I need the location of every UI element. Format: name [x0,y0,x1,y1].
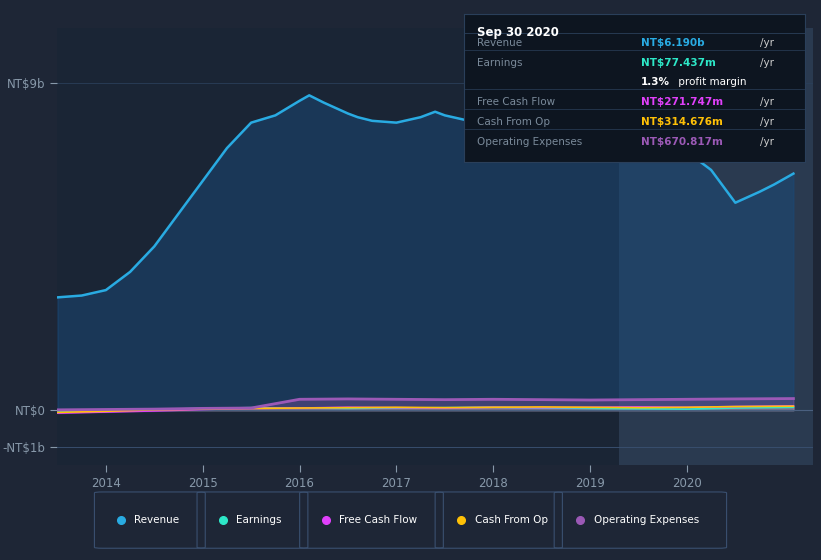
Text: /yr: /yr [760,38,774,48]
Text: NT$271.747m: NT$271.747m [641,97,723,107]
Text: NT$77.437m: NT$77.437m [641,58,716,68]
Text: NT$670.817m: NT$670.817m [641,137,723,147]
Text: profit margin: profit margin [675,77,746,87]
Text: NT$314.676m: NT$314.676m [641,117,723,127]
Text: /yr: /yr [760,58,774,68]
Text: Free Cash Flow: Free Cash Flow [339,515,417,525]
Bar [619,28,813,465]
Text: Cash From Op: Cash From Op [475,515,548,525]
Text: Operating Expenses: Operating Expenses [594,515,699,525]
Text: Earnings: Earnings [236,515,282,525]
Text: Free Cash Flow: Free Cash Flow [478,97,556,107]
Text: Operating Expenses: Operating Expenses [478,137,583,147]
Text: Cash From Op: Cash From Op [478,117,551,127]
Text: NT$6.190b: NT$6.190b [641,38,704,48]
Text: Revenue: Revenue [134,515,179,525]
Text: Revenue: Revenue [478,38,523,48]
Text: Sep 30 2020: Sep 30 2020 [478,26,559,39]
Text: 1.3%: 1.3% [641,77,670,87]
Text: Earnings: Earnings [478,58,523,68]
Text: /yr: /yr [760,137,774,147]
Text: /yr: /yr [760,117,774,127]
Text: /yr: /yr [760,97,774,107]
